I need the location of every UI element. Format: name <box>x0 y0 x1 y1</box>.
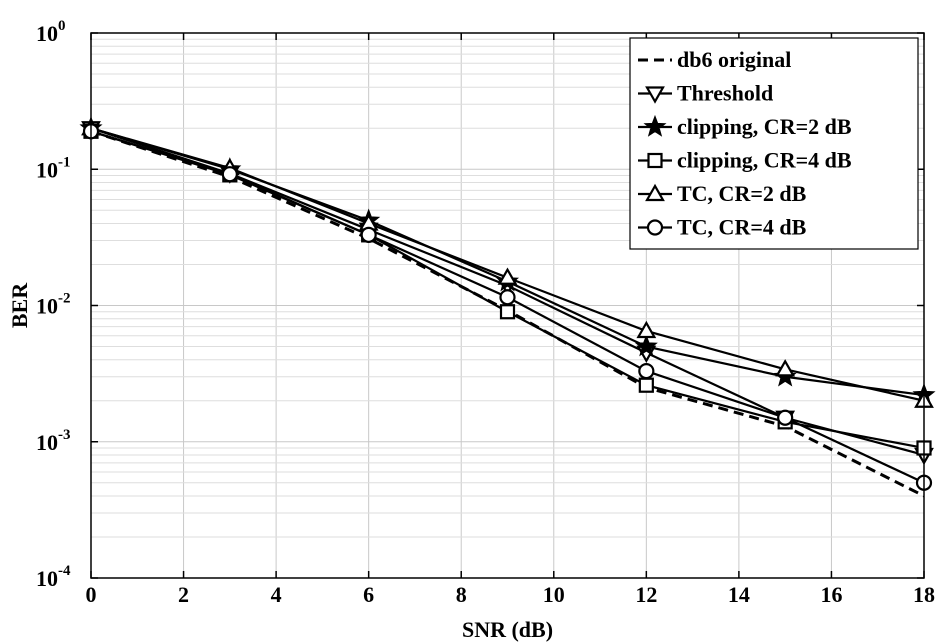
circle-marker <box>221 166 238 183</box>
triangle-up-marker <box>497 267 518 285</box>
triangle-up-marker <box>636 320 657 339</box>
x-tick-label: 8 <box>456 582 467 607</box>
circle-marker <box>360 226 377 243</box>
y-tick-label: 10-1 <box>36 154 71 182</box>
legend-entry: db6 original <box>638 47 791 72</box>
y-tick-label: 100 <box>36 18 66 46</box>
circle-marker <box>499 289 516 306</box>
x-tick-label: 12 <box>635 582 657 607</box>
triangle-up-marker <box>775 359 796 377</box>
y-tick-label: 10-4 <box>36 563 71 591</box>
x-tick-label: 16 <box>820 582 842 607</box>
legend-entry: clipping, CR=2 dB <box>638 114 852 139</box>
legend-label: Threshold <box>677 81 773 106</box>
legend-label: db6 original <box>677 47 791 72</box>
legend-label: TC, CR=2 dB <box>677 181 807 206</box>
star-marker <box>643 114 667 137</box>
y-tick-label: 10-3 <box>36 427 71 455</box>
legend-label: clipping, CR=2 dB <box>677 114 852 139</box>
legend-label: TC, CR=4 dB <box>677 215 807 240</box>
series-5 <box>82 123 933 491</box>
circle-marker <box>646 219 664 236</box>
legend-box <box>629 37 919 250</box>
x-tick-label: 18 <box>913 582 935 607</box>
square-marker <box>638 377 654 393</box>
legend-entry: clipping, CR=4 dB <box>638 148 852 173</box>
circle-marker <box>638 363 655 380</box>
legend-label: clipping, CR=4 dB <box>677 148 852 173</box>
x-tick-label: 6 <box>363 582 374 607</box>
legend-entry: Threshold <box>638 81 773 106</box>
triangle-up-marker <box>645 183 665 202</box>
square-marker <box>499 304 516 320</box>
x-tick-label: 14 <box>728 582 750 607</box>
legend-entry: TC, CR=2 dB <box>638 181 807 206</box>
x-tick-label: 2 <box>178 582 189 607</box>
circle-marker <box>777 409 794 426</box>
x-tick-label: 0 <box>86 582 97 607</box>
y-tick-label: 10-2 <box>36 291 71 319</box>
legend-entry: TC, CR=4 dB <box>638 215 807 240</box>
star-marker <box>634 334 658 357</box>
x-tick-label: 10 <box>543 582 565 607</box>
x-axis-label: SNR (dB) <box>462 617 553 642</box>
x-tick-label: 4 <box>271 582 282 607</box>
square-marker <box>647 152 663 169</box>
y-axis-label: BER <box>7 282 32 328</box>
series-layer <box>79 116 936 498</box>
triangle-down-marker <box>645 86 665 104</box>
ticks: 0 2 4 6 8 10 12 14 16 18 10-4 10-3 10-2 10-1 100 <box>36 18 935 607</box>
legend: db6 original Threshold clipping, CR=2 dB cl… <box>629 37 919 250</box>
